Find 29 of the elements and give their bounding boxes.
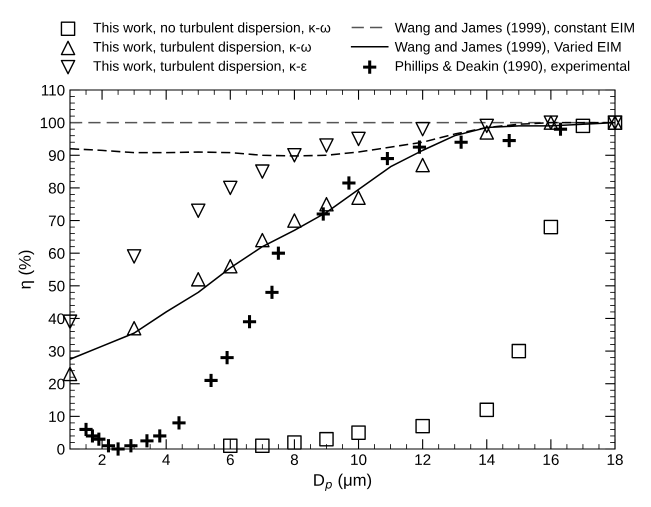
legend-label: Wang and James (1999), Varied EIM (394, 42, 621, 54)
x-axis-title: D$_{p}$ (μm) (314, 474, 372, 491)
legend-label: Wang and James (1999), constant EIM (394, 22, 634, 36)
y-tick-label: 30 (48, 346, 65, 357)
y-axis-title: η (%) (18, 250, 34, 289)
x-tick-label: 4 (162, 454, 170, 465)
y-tick-label: 100 (40, 118, 65, 128)
y-tick-label: 110 (42, 84, 65, 96)
legend-label: This work, turbulent dispersion, κ-ε (93, 60, 307, 74)
y-tick-label: 10 (49, 411, 65, 422)
x-tick-label: 14 (479, 454, 495, 465)
x-tick-label: 16 (544, 454, 559, 466)
legend-label: This work, turbulent dispersion, κ-ω (93, 42, 311, 54)
y-tick-label: 20 (48, 378, 65, 390)
y-tick-label: 50 (48, 280, 65, 292)
legend-label: This work, no turbulent dispersion, κ-ω (93, 22, 330, 36)
x-tick-label: 2 (98, 454, 106, 465)
y-tick-label: 70 (48, 215, 65, 226)
y-tick-label: 90 (48, 150, 65, 161)
x-tick-label: 8 (290, 454, 298, 466)
legend-label: Phillips & Deakin (1990), experimental (396, 60, 630, 74)
y-tick-label: 60 (48, 248, 65, 259)
y-tick-label: 0 (57, 444, 65, 455)
y-tick-label: 40 (48, 313, 65, 324)
x-tick-label: 12 (415, 454, 430, 465)
x-tick-label: 6 (226, 454, 234, 466)
x-tick-label: 10 (351, 454, 366, 466)
x-tick-label: 18 (608, 454, 623, 466)
y-tick-label: 80 (48, 182, 65, 194)
